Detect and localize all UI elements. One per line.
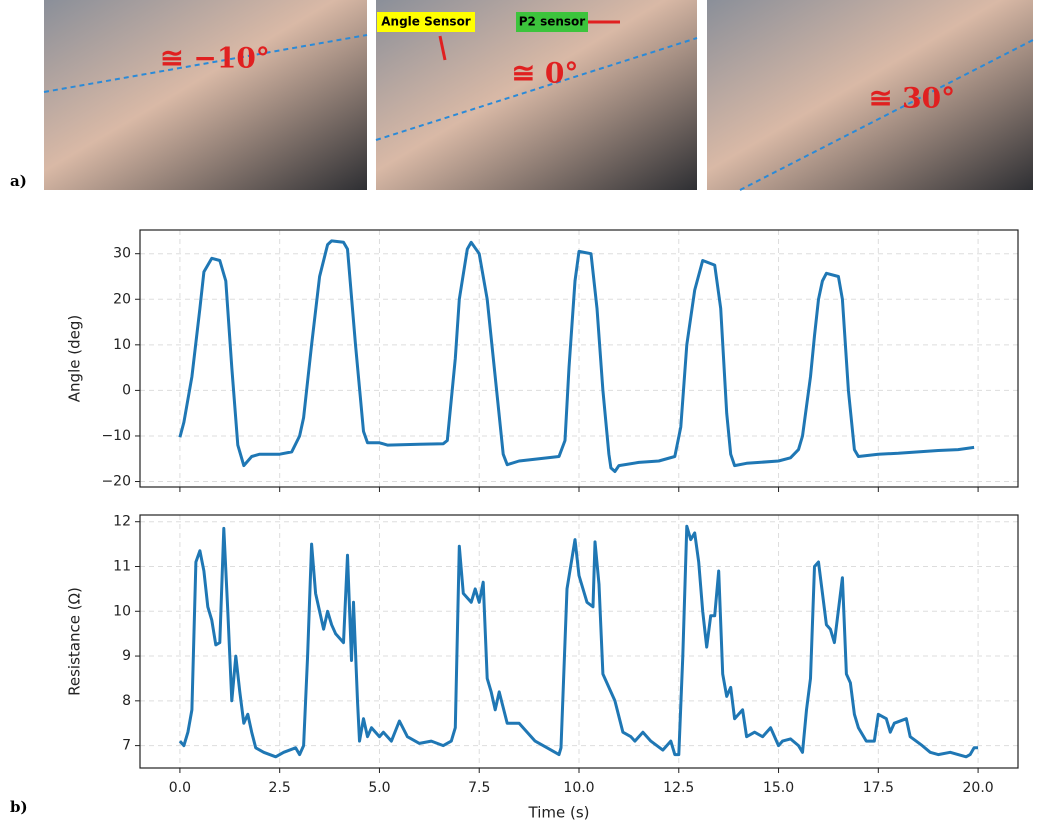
y-tick-label: −20 — [101, 474, 131, 490]
y-tick-label: 12 — [113, 514, 131, 530]
photo-1: ≅ −10° — [43, 0, 368, 190]
photo-2: Angle Sensor P2 sensor ≅ 0° — [375, 0, 698, 190]
angle-label: ≅ 30° — [869, 82, 955, 115]
x-tick-label: 10.0 — [563, 780, 594, 796]
x-tick-label: 20.0 — [963, 780, 994, 796]
photo-3: ≅ 30° — [707, 0, 1034, 191]
x-tick-label: 7.5 — [468, 780, 490, 796]
x-tick-label: 0.0 — [169, 780, 191, 796]
panel-label: b) — [10, 798, 28, 816]
panel-label: a) — [10, 172, 27, 190]
y-tick-label: 11 — [113, 558, 131, 574]
plot-frame — [139, 514, 1019, 769]
y-axis-label: Angle (deg) — [66, 315, 84, 402]
y-tick-label: −10 — [101, 428, 131, 444]
x-tick-label: 5.0 — [368, 780, 390, 796]
angle-label: ≅ 0° — [512, 57, 579, 90]
data-line — [178, 239, 975, 473]
y-axis-label: Resistance (Ω) — [66, 587, 84, 696]
y-tick-label: 8 — [122, 693, 131, 709]
annotation: Angle Sensor — [381, 15, 471, 29]
x-tick-label: 15.0 — [763, 780, 794, 796]
plot-frame — [139, 229, 1019, 488]
y-tick-label: 30 — [113, 246, 131, 262]
y-tick-label: 10 — [113, 603, 131, 619]
y-tick-label: 0 — [122, 382, 131, 398]
x-tick-label: 2.5 — [269, 780, 291, 796]
angle-label: ≅ −10° — [160, 42, 270, 75]
y-tick-label: 7 — [122, 738, 131, 754]
x-axis-label: Time (s) — [528, 804, 590, 822]
data-line — [178, 524, 979, 759]
y-tick-label: 10 — [113, 337, 131, 353]
x-tick-label: 17.5 — [863, 780, 894, 796]
x-tick-label: 12.5 — [663, 780, 694, 796]
annotation: P2 sensor — [519, 15, 586, 29]
y-tick-label: 9 — [122, 648, 131, 664]
y-tick-label: 20 — [113, 291, 131, 307]
